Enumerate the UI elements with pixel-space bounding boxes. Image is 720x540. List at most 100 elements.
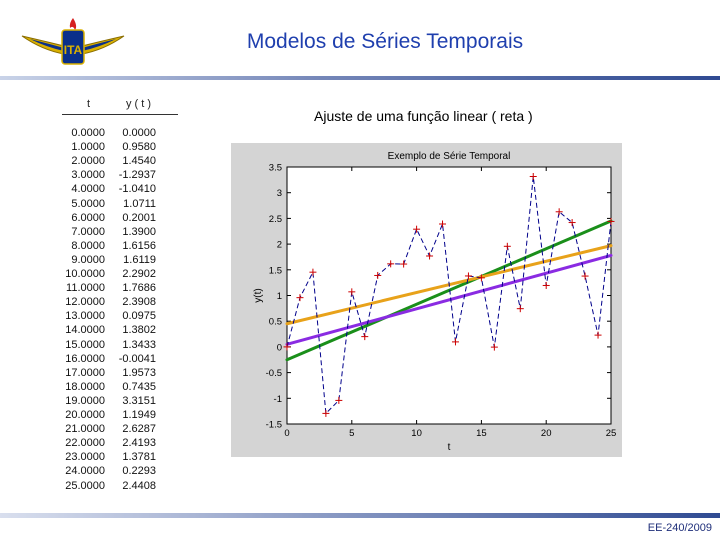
cell-y: -0.0041 bbox=[118, 352, 156, 365]
x-tick-label: 20 bbox=[541, 428, 552, 439]
y-tick-label: 3.5 bbox=[269, 163, 282, 174]
cell-t: 18.0000 bbox=[65, 380, 105, 393]
data-point-marker bbox=[542, 281, 550, 289]
x-tick-label: 5 bbox=[349, 428, 354, 439]
y-tick-label: 1.5 bbox=[269, 265, 282, 276]
data-point-marker bbox=[374, 271, 382, 279]
cell-y: 2.4193 bbox=[122, 437, 156, 450]
logo-torch-flame bbox=[69, 18, 77, 30]
fit-line-1 bbox=[285, 219, 613, 362]
data-point-marker bbox=[413, 225, 421, 233]
y-tick-label: -1 bbox=[274, 394, 282, 405]
cell-y: 0.9580 bbox=[122, 141, 156, 154]
x-axis-label: t bbox=[448, 442, 451, 453]
data-point-marker bbox=[387, 260, 395, 268]
cell-t: 9.0000 bbox=[71, 253, 105, 266]
cell-t: 16.0000 bbox=[65, 352, 105, 365]
data-point-marker bbox=[348, 288, 356, 296]
footer-divider bbox=[0, 513, 720, 518]
footer-course-code: EE-240/2009 bbox=[647, 522, 712, 534]
cell-y: 1.6119 bbox=[123, 253, 156, 266]
y-tick-label: 0 bbox=[277, 342, 282, 353]
cell-t: 2.0000 bbox=[71, 155, 105, 168]
data-point-marker bbox=[529, 173, 537, 181]
ita-logo: ITA bbox=[20, 16, 126, 68]
page-title: Modelos de Séries Temporais bbox=[246, 30, 524, 53]
chart-title: Exemplo de Série Temporal bbox=[388, 151, 511, 162]
cell-t: 22.0000 bbox=[65, 437, 105, 450]
x-tick-label: 15 bbox=[476, 428, 487, 439]
column-header-y: y ( t ) bbox=[126, 98, 152, 110]
series-line-data bbox=[286, 176, 612, 415]
table-row: 6.0000 0.2001 bbox=[52, 211, 182, 225]
data-point-marker bbox=[503, 242, 511, 250]
cell-y: 0.0000 bbox=[122, 127, 156, 139]
cell-y: 2.6287 bbox=[122, 423, 156, 436]
logo-left-wing-inner bbox=[30, 39, 64, 51]
cell-y: 1.3802 bbox=[122, 324, 156, 337]
y-tick-label: 2.5 bbox=[269, 214, 282, 225]
data-point-marker bbox=[322, 409, 330, 417]
cell-y: -1.0410 bbox=[118, 183, 156, 196]
data-point-marker bbox=[568, 219, 576, 227]
cell-t: 5.0000 bbox=[71, 197, 105, 210]
cell-t: 21.0000 bbox=[65, 423, 105, 436]
cell-t: 3.0000 bbox=[71, 169, 105, 182]
table-row: 17.0000 1.9573 bbox=[52, 366, 182, 380]
table-row: 18.0000 0.7435 bbox=[52, 380, 182, 394]
cell-t: 6.0000 bbox=[71, 211, 105, 224]
cell-y: 2.3908 bbox=[122, 296, 156, 309]
cell-y: 1.6156 bbox=[122, 239, 156, 252]
data-point-marker bbox=[309, 268, 317, 276]
cell-t: 10.0000 bbox=[65, 268, 105, 280]
data-point-marker bbox=[594, 331, 602, 339]
logo-right-wing-inner bbox=[82, 39, 116, 51]
logo-right-wing bbox=[81, 35, 125, 55]
cell-y: 2.2902 bbox=[122, 268, 156, 280]
header-divider bbox=[0, 76, 720, 80]
y-tick-label: 1 bbox=[277, 291, 282, 302]
data-point-marker bbox=[581, 272, 589, 280]
section-subtitle: Ajuste de uma função linear ( reta ) bbox=[314, 108, 533, 124]
table-row: 16.0000 -0.0041 bbox=[52, 352, 182, 366]
cell-t: 4.0000 bbox=[71, 183, 105, 196]
cell-y: 3.3151 bbox=[122, 394, 156, 407]
cell-t: 20.0000 bbox=[65, 409, 105, 421]
chart-figure: Exemplo de Série Temporal 0 5 10 15 20 25 -1.5-… bbox=[231, 143, 622, 457]
x-tick-label: 10 bbox=[411, 428, 422, 439]
data-point-marker bbox=[555, 208, 563, 216]
column-header-t: t bbox=[87, 98, 91, 110]
data-point-marker bbox=[477, 274, 485, 282]
cell-y: 1.1949 bbox=[122, 409, 156, 421]
cell-t: 7.0000 bbox=[71, 225, 105, 238]
cell-t: 19.0000 bbox=[65, 394, 105, 407]
table-row: 15.0000 1.3433 bbox=[52, 338, 182, 352]
table-header: t y ( t ) bbox=[62, 98, 178, 115]
cell-t: 15.0000 bbox=[65, 338, 105, 351]
cell-t: 12.0000 bbox=[65, 296, 105, 309]
table-row: 7.0000 1.3900 bbox=[52, 225, 182, 239]
table-row: 24.0000 0.2293 bbox=[52, 464, 182, 478]
data-point-marker bbox=[426, 252, 434, 260]
table-row: 13.0000 0.0975 bbox=[52, 309, 182, 323]
table-row: 5.0000 1.0711 bbox=[52, 197, 182, 211]
table-row: 20.0000 1.1949 bbox=[52, 408, 182, 422]
cell-t: 14.0000 bbox=[65, 324, 105, 337]
table-row: 19.0000 3.3151 bbox=[52, 394, 182, 408]
logo-text: ITA bbox=[64, 43, 83, 57]
plot-area bbox=[286, 166, 612, 425]
cell-y: 1.7686 bbox=[122, 282, 156, 295]
cell-y: -1.2937 bbox=[118, 169, 156, 182]
data-point-marker bbox=[400, 260, 408, 268]
table-row: 9.0000 1.6119 bbox=[52, 253, 182, 267]
data-point-marker bbox=[490, 343, 498, 351]
cell-t: 8.0000 bbox=[71, 239, 105, 252]
cell-y: 1.4540 bbox=[122, 155, 156, 168]
y-tick-label: 2 bbox=[277, 240, 282, 251]
cell-y: 1.9573 bbox=[122, 366, 156, 379]
x-tick-label: 25 bbox=[606, 428, 617, 439]
cell-y: 0.2293 bbox=[122, 465, 156, 478]
data-point-marker bbox=[607, 217, 615, 225]
table-row: 21.0000 2.6287 bbox=[52, 422, 182, 436]
